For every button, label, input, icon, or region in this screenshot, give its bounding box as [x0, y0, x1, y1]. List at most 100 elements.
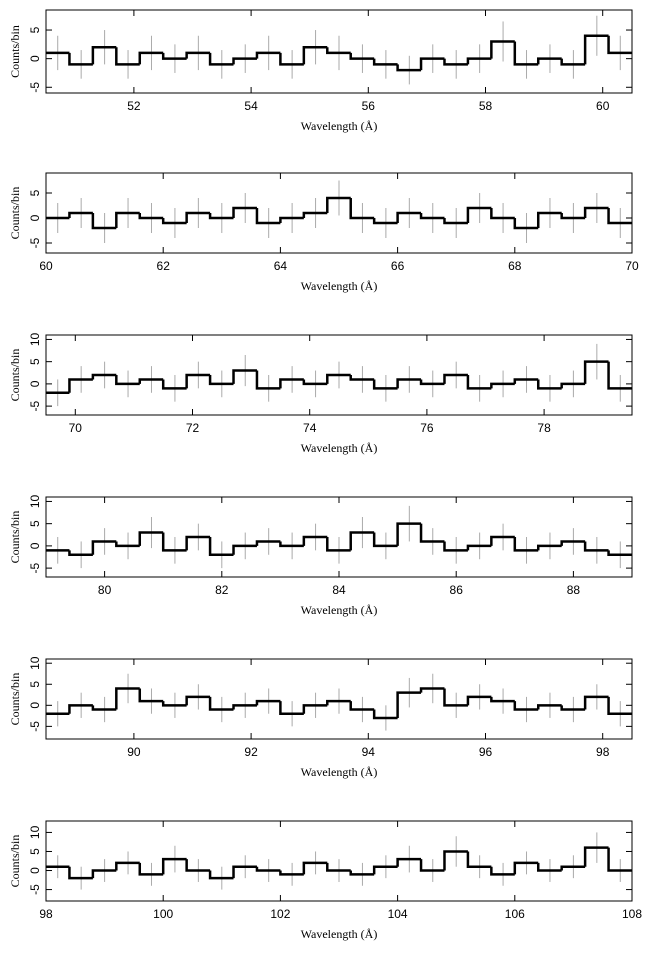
bin-step	[490, 208, 515, 220]
bin-step	[443, 218, 468, 225]
bin-step	[161, 52, 187, 60]
bin-step	[138, 213, 164, 220]
x-tick-label: 90	[127, 745, 141, 759]
bin-step	[115, 687, 140, 710]
x-tick-label: 96	[479, 745, 493, 759]
bin-step	[349, 531, 375, 551]
y-tick-label: 5	[28, 26, 42, 33]
bin-step	[372, 379, 398, 390]
x-tick-label: 70	[69, 421, 83, 435]
bin-step	[583, 846, 609, 867]
y-axis-label: Counts/bin	[8, 835, 22, 888]
bin-step	[91, 373, 117, 380]
bin-step	[419, 859, 445, 872]
bin-step	[326, 537, 351, 552]
x-tick-label: 104	[388, 907, 408, 921]
bin-step	[536, 211, 562, 228]
bin-step	[419, 379, 445, 386]
bin-step	[349, 701, 375, 711]
x-tick-label: 74	[303, 421, 317, 435]
bin-step	[326, 196, 351, 213]
bin-step	[138, 51, 164, 65]
bin-step	[513, 861, 539, 875]
bin-step	[583, 34, 609, 65]
bin-step	[396, 857, 422, 867]
bin-step	[607, 35, 632, 55]
bin-step	[490, 535, 515, 546]
x-tick-label: 80	[98, 583, 112, 597]
bin-step	[349, 375, 375, 381]
y-tick-label: 10	[28, 656, 42, 670]
x-tick-label: 98	[596, 745, 610, 759]
bin-step	[466, 375, 492, 390]
bin-step	[466, 851, 492, 868]
y-tick-label: 5	[28, 681, 42, 688]
bin-step	[232, 206, 257, 218]
bin-step	[349, 870, 375, 876]
bin-step	[138, 688, 164, 703]
bin-step	[255, 370, 281, 390]
plot-frame	[45, 334, 633, 416]
bin-step	[513, 218, 539, 230]
bin-step	[208, 213, 234, 220]
plot-frame	[45, 172, 633, 254]
bin-step	[115, 861, 140, 871]
bin-step	[255, 540, 281, 546]
x-tick-label: 60	[596, 99, 610, 113]
bin-step	[138, 531, 164, 546]
bin-step	[68, 378, 93, 393]
bin-step	[91, 705, 117, 711]
plot-frame	[45, 820, 633, 902]
bin-step	[255, 51, 281, 59]
bin-step	[396, 691, 422, 718]
bin-step	[208, 696, 234, 711]
x-tick-label: 56	[362, 99, 376, 113]
bin-step	[513, 378, 539, 384]
bin-step	[490, 382, 515, 389]
bin-step	[349, 198, 375, 220]
bin-step	[583, 360, 609, 384]
bin-step	[349, 52, 375, 60]
y-tick-label: 5	[28, 358, 42, 365]
x-tick-label: 92	[244, 745, 258, 759]
bin-step	[161, 218, 187, 225]
bin-step	[513, 701, 539, 711]
bin-step	[536, 379, 562, 390]
bin-step	[326, 862, 351, 872]
bin-step	[302, 861, 328, 875]
bin-step	[443, 373, 468, 384]
bin-step	[68, 866, 93, 880]
y-axis-label: Counts/bin	[8, 673, 22, 726]
bin-step	[607, 847, 632, 872]
bin-step	[91, 45, 117, 65]
bin-step	[115, 211, 140, 228]
bin-step	[232, 865, 257, 879]
x-axis-label: Wavelength (Å)	[301, 279, 378, 293]
bin-step	[396, 522, 422, 546]
x-tick-label: 62	[157, 259, 171, 273]
bin-step	[419, 687, 445, 693]
bin-step	[560, 540, 586, 546]
x-tick-label: 52	[127, 99, 141, 113]
x-tick-label: 66	[391, 259, 405, 273]
bin-step	[185, 535, 211, 551]
bin-step	[607, 550, 632, 557]
x-tick-label: 70	[625, 259, 639, 273]
bin-step	[326, 47, 351, 55]
y-tick-label: 0	[28, 542, 42, 549]
bin-step	[302, 704, 328, 714]
bin-step	[302, 379, 328, 386]
x-tick-label: 76	[420, 421, 434, 435]
x-axis-label: Wavelength (Å)	[301, 927, 378, 941]
bin-step	[302, 211, 328, 218]
x-tick-label: 78	[537, 421, 551, 435]
bin-step	[466, 206, 492, 223]
bin-step	[91, 540, 117, 555]
bin-step	[302, 45, 328, 65]
y-tick-label: 5	[28, 848, 42, 855]
bin-step	[279, 870, 304, 876]
x-tick-label: 98	[39, 907, 53, 921]
bin-step	[372, 532, 398, 548]
bin-step	[583, 695, 609, 710]
